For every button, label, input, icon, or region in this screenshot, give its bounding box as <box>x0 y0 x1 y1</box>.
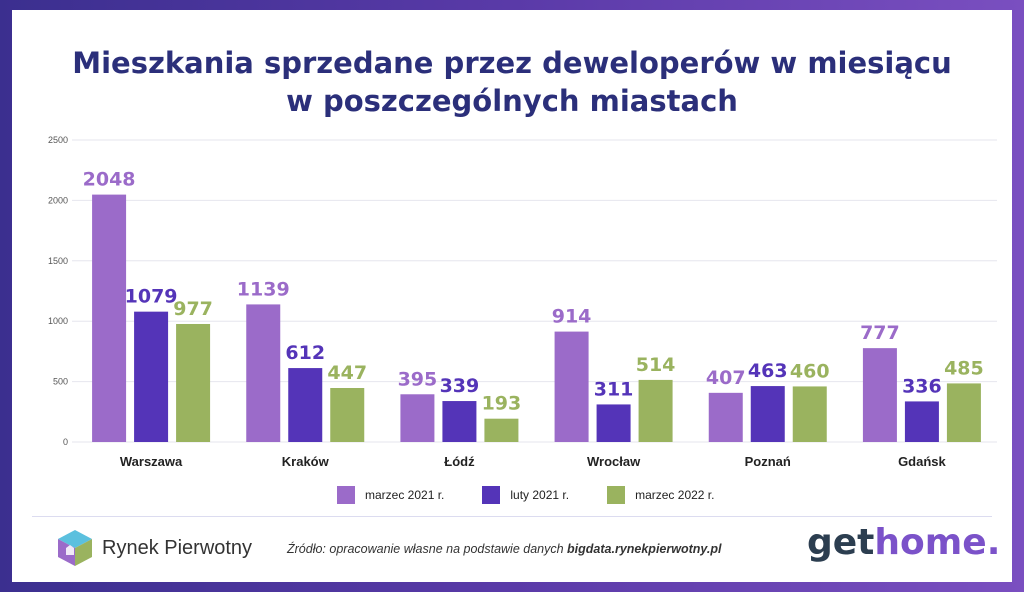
source-link-text: bigdata.rynekpierwotny.pl <box>567 542 722 556</box>
bar <box>134 311 169 442</box>
gethome-logo: gethome. <box>807 522 1000 563</box>
bar <box>288 368 323 442</box>
legend-label: marzec 2021 r. <box>365 488 445 502</box>
data-label: 612 <box>285 342 325 364</box>
legend-swatch <box>607 486 626 504</box>
y-tick-label: 2000 <box>48 195 68 205</box>
y-tick-label: 500 <box>53 377 68 387</box>
data-label: 407 <box>706 367 746 389</box>
chart-title: Mieszkania sprzedane przez deweloperów w… <box>12 44 1012 120</box>
x-tick-label: Poznań <box>745 454 791 469</box>
bar <box>554 331 589 442</box>
bar <box>484 418 519 442</box>
bar <box>400 394 435 442</box>
x-tick-label: Kraków <box>282 454 330 469</box>
data-label: 395 <box>398 368 438 390</box>
bar <box>946 383 981 442</box>
rynek-pierwotny-logo: Rynek Pierwotny <box>56 528 252 568</box>
data-label: 336 <box>902 375 942 397</box>
x-tick-label: Łódź <box>444 454 475 469</box>
cube-logo-icon <box>58 530 92 566</box>
legend-item: luty 2021 r. <box>482 486 569 504</box>
data-label: 460 <box>790 360 830 382</box>
data-label: 339 <box>440 375 480 397</box>
source-prefix: Źródło: opracowanie własne na podstawie … <box>287 542 568 556</box>
legend-label: luty 2021 r. <box>510 488 570 502</box>
x-tick-label: Wrocław <box>587 454 641 469</box>
x-tick-label: Warszawa <box>120 454 183 469</box>
bar <box>862 348 897 442</box>
data-label: 514 <box>636 354 676 376</box>
chart-legend: marzec 2021 r. luty 2021 r. marzec 2022 r. <box>337 484 752 506</box>
legend-swatch <box>337 486 355 504</box>
bar <box>750 386 785 442</box>
bar <box>708 392 743 442</box>
bar <box>638 379 673 442</box>
x-tick-label: Gdańsk <box>898 454 946 469</box>
data-label: 777 <box>860 322 900 344</box>
gethome-logo-get: get <box>807 522 875 563</box>
data-label: 193 <box>482 393 522 415</box>
bar <box>176 323 211 442</box>
data-label: 914 <box>552 306 592 328</box>
source-note: Źródło: opracowanie własne na podstawie … <box>287 542 721 556</box>
data-label: 2048 <box>83 169 136 191</box>
data-label: 485 <box>944 357 984 379</box>
data-label: 447 <box>327 362 367 384</box>
data-label: 1079 <box>125 286 178 308</box>
chart-title-line-1: Mieszkania sprzedane przez deweloperów w… <box>72 46 952 80</box>
legend-swatch <box>482 486 501 504</box>
bar <box>92 194 127 442</box>
data-label: 463 <box>748 360 788 382</box>
footer-divider <box>32 516 992 517</box>
y-tick-label: 1000 <box>48 316 68 326</box>
data-label: 311 <box>594 378 634 400</box>
y-tick-label: 1500 <box>48 256 68 266</box>
bar <box>442 401 477 442</box>
legend-item: marzec 2021 r. <box>337 486 444 504</box>
chart-title-line-2: w poszczególnych miastach <box>286 84 738 118</box>
bar <box>330 388 365 442</box>
rynek-pierwotny-brand: Rynek Pierwotny <box>102 536 253 559</box>
data-label: 1139 <box>237 278 290 300</box>
bar <box>904 401 939 442</box>
legend-item: marzec 2022 r. <box>607 486 714 504</box>
bar <box>792 386 827 442</box>
legend-label: marzec 2022 r. <box>635 488 715 502</box>
infographic-card: Mieszkania sprzedane przez deweloperów w… <box>12 10 1012 582</box>
bar <box>246 304 281 442</box>
gethome-logo-home: home. <box>874 522 1001 563</box>
data-label: 977 <box>173 298 213 320</box>
y-tick-label: 0 <box>63 437 68 447</box>
bar <box>596 404 631 442</box>
y-tick-label: 2500 <box>48 135 68 145</box>
